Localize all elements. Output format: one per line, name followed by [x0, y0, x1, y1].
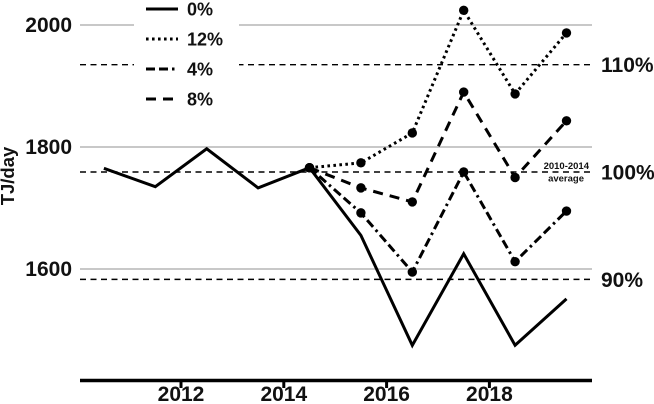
marker-12pct — [356, 158, 366, 168]
x-tick-label-2016: 2016 — [363, 383, 410, 404]
series-line-8pct — [308, 88, 568, 204]
marker-8pct — [510, 172, 520, 183]
marker-4pct — [356, 208, 366, 218]
marker-4pct — [304, 163, 315, 173]
legend-label-8pct: 8% — [187, 90, 213, 110]
marker-8pct — [356, 183, 366, 193]
marker-8pct — [561, 116, 572, 126]
marker-12pct — [510, 89, 520, 99]
marker-12pct — [459, 5, 469, 16]
x-tick-label-2018: 2018 — [466, 383, 513, 404]
marker-4pct — [459, 167, 469, 177]
legend-background — [134, 0, 239, 127]
legend-label-12pct: 12% — [187, 30, 223, 50]
series-line-4pct — [308, 166, 568, 275]
marker-12pct — [407, 128, 417, 138]
right-label-100%: 100% — [601, 162, 654, 185]
y-tick-label-2000: 2000 — [25, 14, 72, 37]
marker-4pct — [561, 206, 572, 216]
annotation-period: 2010-2014 — [544, 161, 590, 172]
y-tick-label-1600: 1600 — [25, 258, 72, 281]
y-axis-title: TJ/day — [0, 146, 18, 205]
series-line-0pct — [103, 146, 568, 349]
legend-label-0pct: 0% — [187, 0, 213, 20]
marker-8pct — [459, 87, 469, 97]
annotation-average: average — [548, 174, 584, 185]
marker-4pct — [407, 267, 417, 277]
right-label-110%: 110% — [601, 54, 654, 77]
x-tick-label-2014: 2014 — [260, 383, 307, 404]
legend-label-4pct: 4% — [187, 60, 213, 80]
x-tick-label-2012: 2012 — [158, 383, 205, 404]
marker-12pct — [561, 28, 572, 38]
series-line-12pct — [309, 7, 568, 170]
marker-4pct — [510, 256, 520, 267]
y-tick-label-1800: 1800 — [25, 136, 72, 159]
right-label-90%: 90% — [601, 269, 643, 292]
marker-8pct — [407, 197, 417, 207]
